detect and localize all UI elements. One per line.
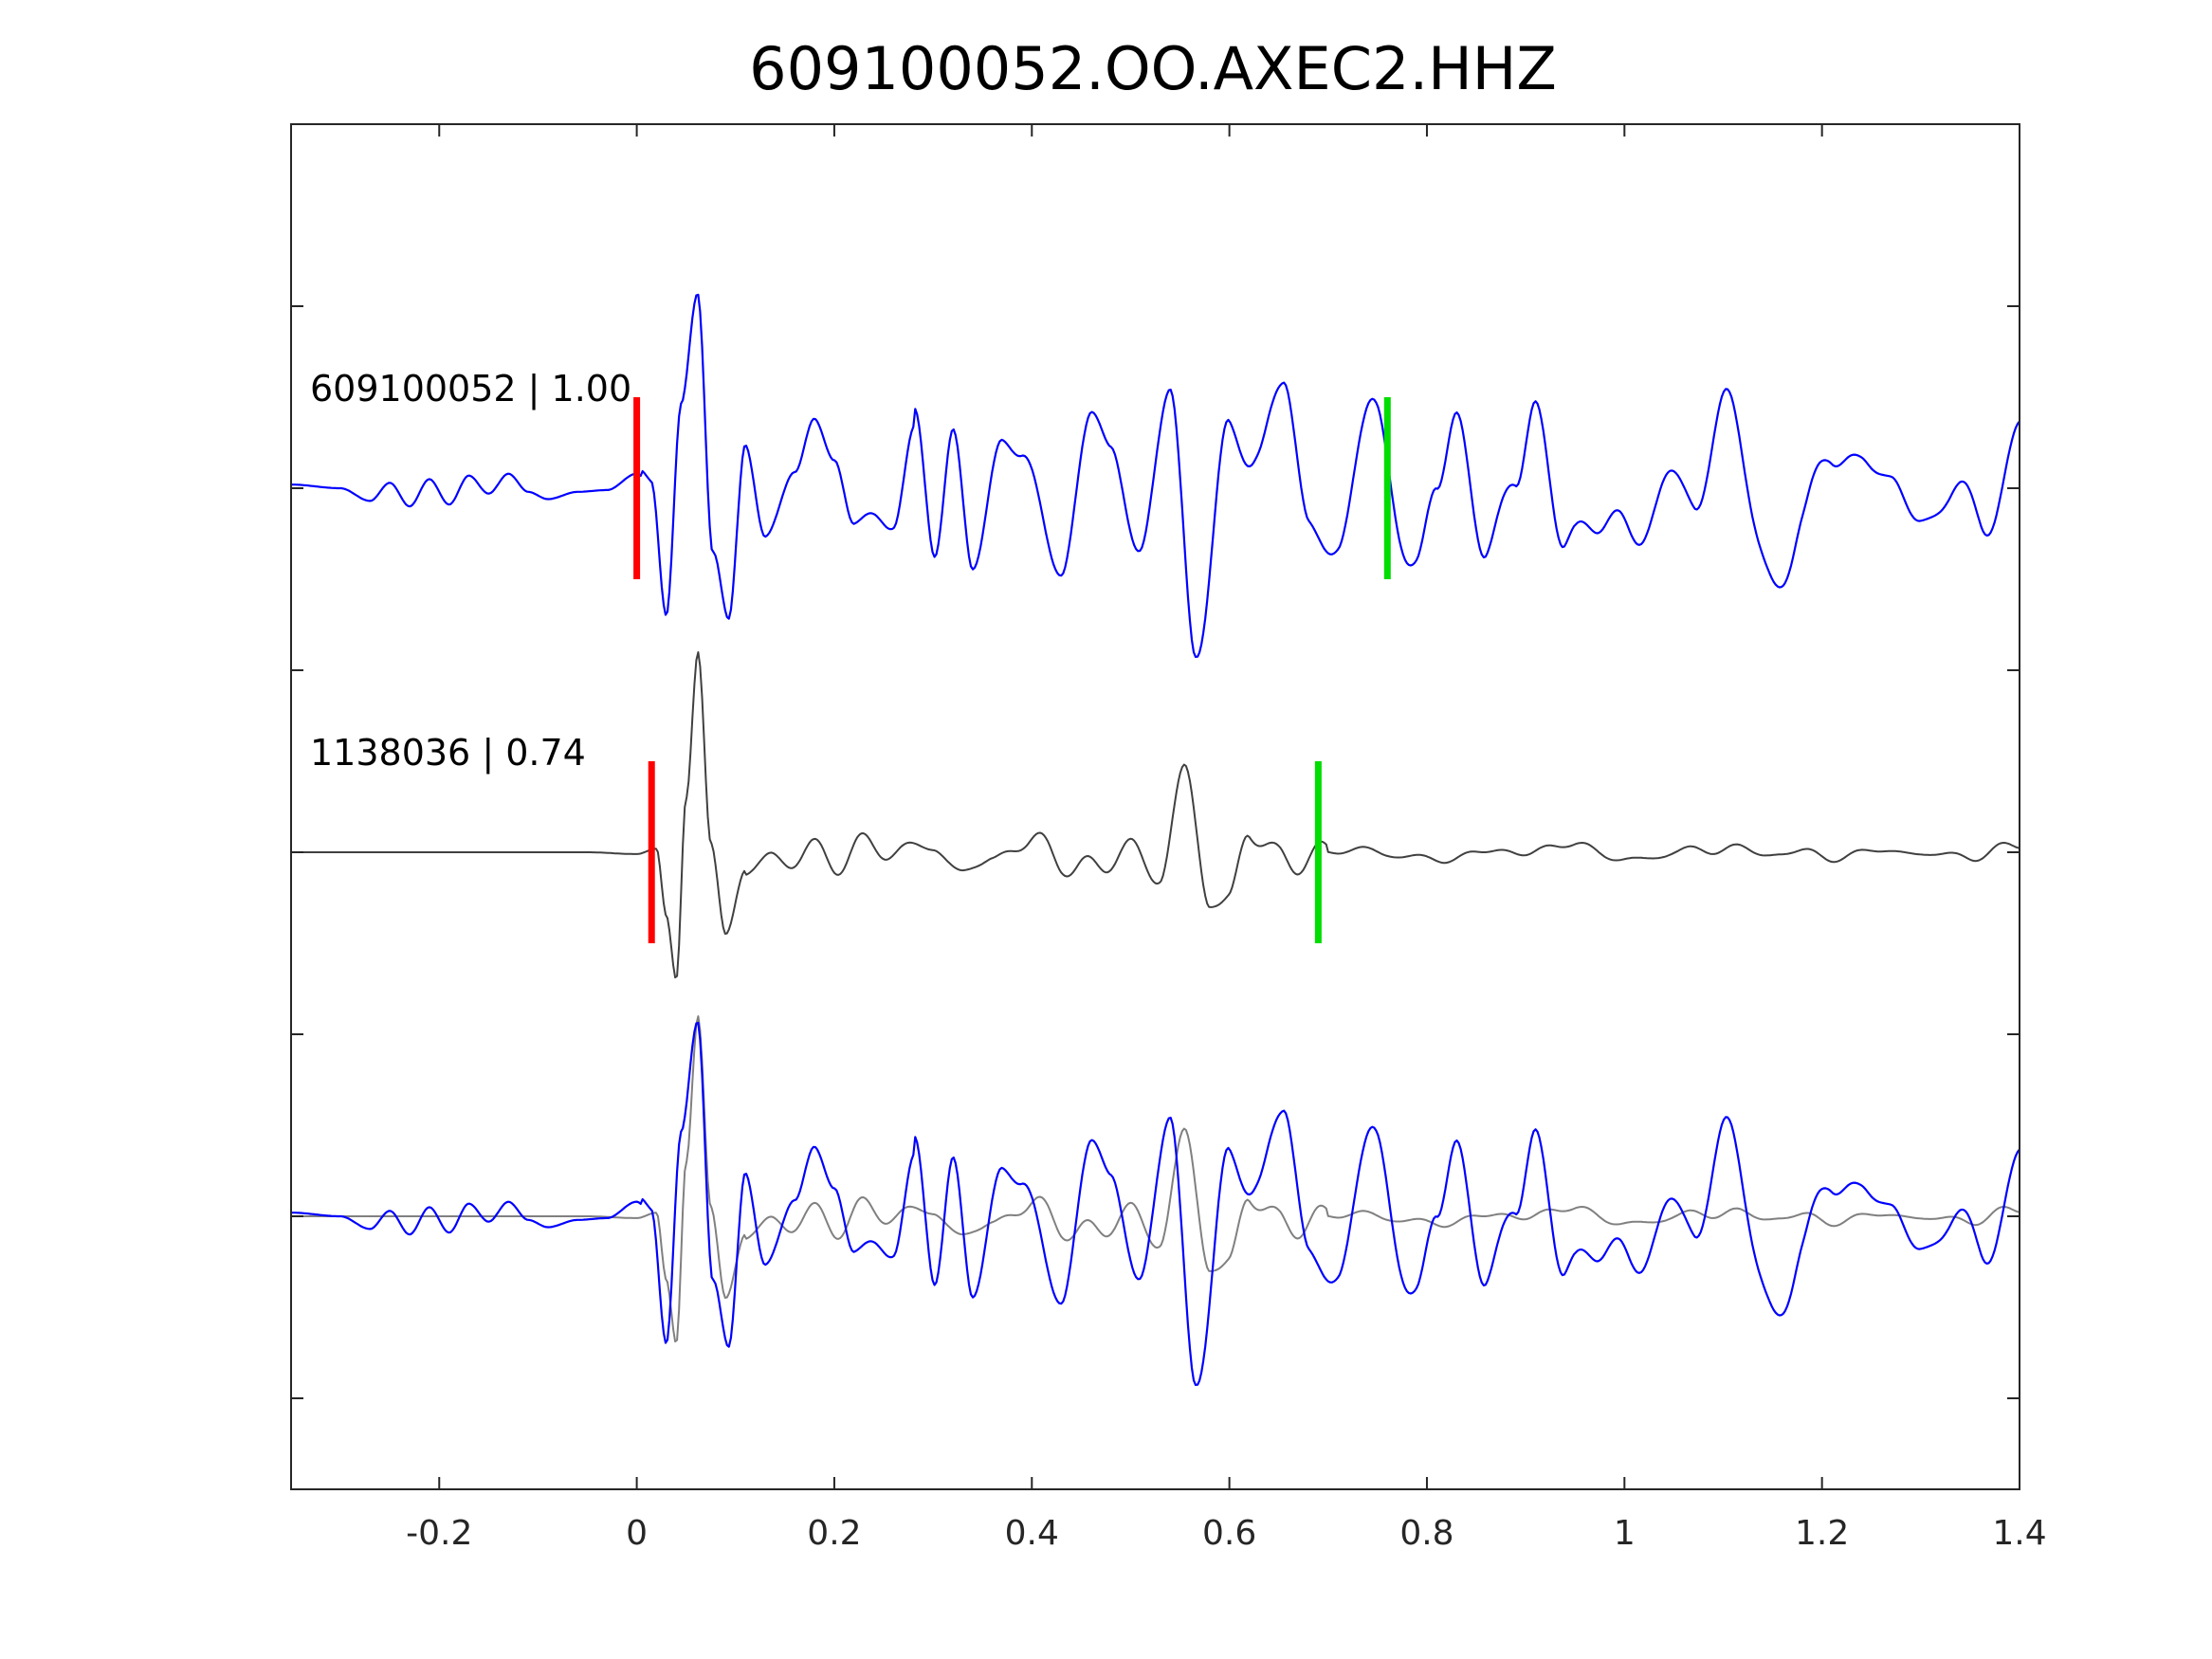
- axis-ticks: -0.2 0 0.2 0.4 0.6 0.8 1 1.2 1.4: [291, 124, 2047, 1553]
- overlay-template-series: [291, 1015, 2020, 1343]
- x-tick-label: 0: [626, 1514, 648, 1553]
- template-waveform-series: [291, 651, 2020, 979]
- chart-title: 609100052.OO.AXEC2.HHZ: [749, 34, 1557, 103]
- master-trace-label: 609100052 | 1.00: [310, 368, 631, 410]
- template-trace-label: 1138036 | 0.74: [310, 732, 586, 775]
- x-tick-label: 1: [1614, 1514, 1636, 1553]
- x-tick-label: 1.2: [1795, 1514, 1849, 1553]
- overlay-master-series: [291, 1021, 2020, 1386]
- x-tick-label: 0.4: [1005, 1514, 1059, 1553]
- master-waveform-series: [291, 293, 2020, 658]
- x-tick-label: 1.4: [1992, 1514, 2046, 1553]
- plot-area: 609100052 | 1.00 1138036 | 0.74: [291, 293, 2020, 1386]
- x-tick-label: -0.2: [406, 1514, 472, 1553]
- x-tick-label: 0.6: [1202, 1514, 1256, 1553]
- x-tick-label: 0.2: [807, 1514, 861, 1553]
- axes-frame: [290, 123, 2020, 1490]
- x-tick-label: 0.8: [1399, 1514, 1453, 1553]
